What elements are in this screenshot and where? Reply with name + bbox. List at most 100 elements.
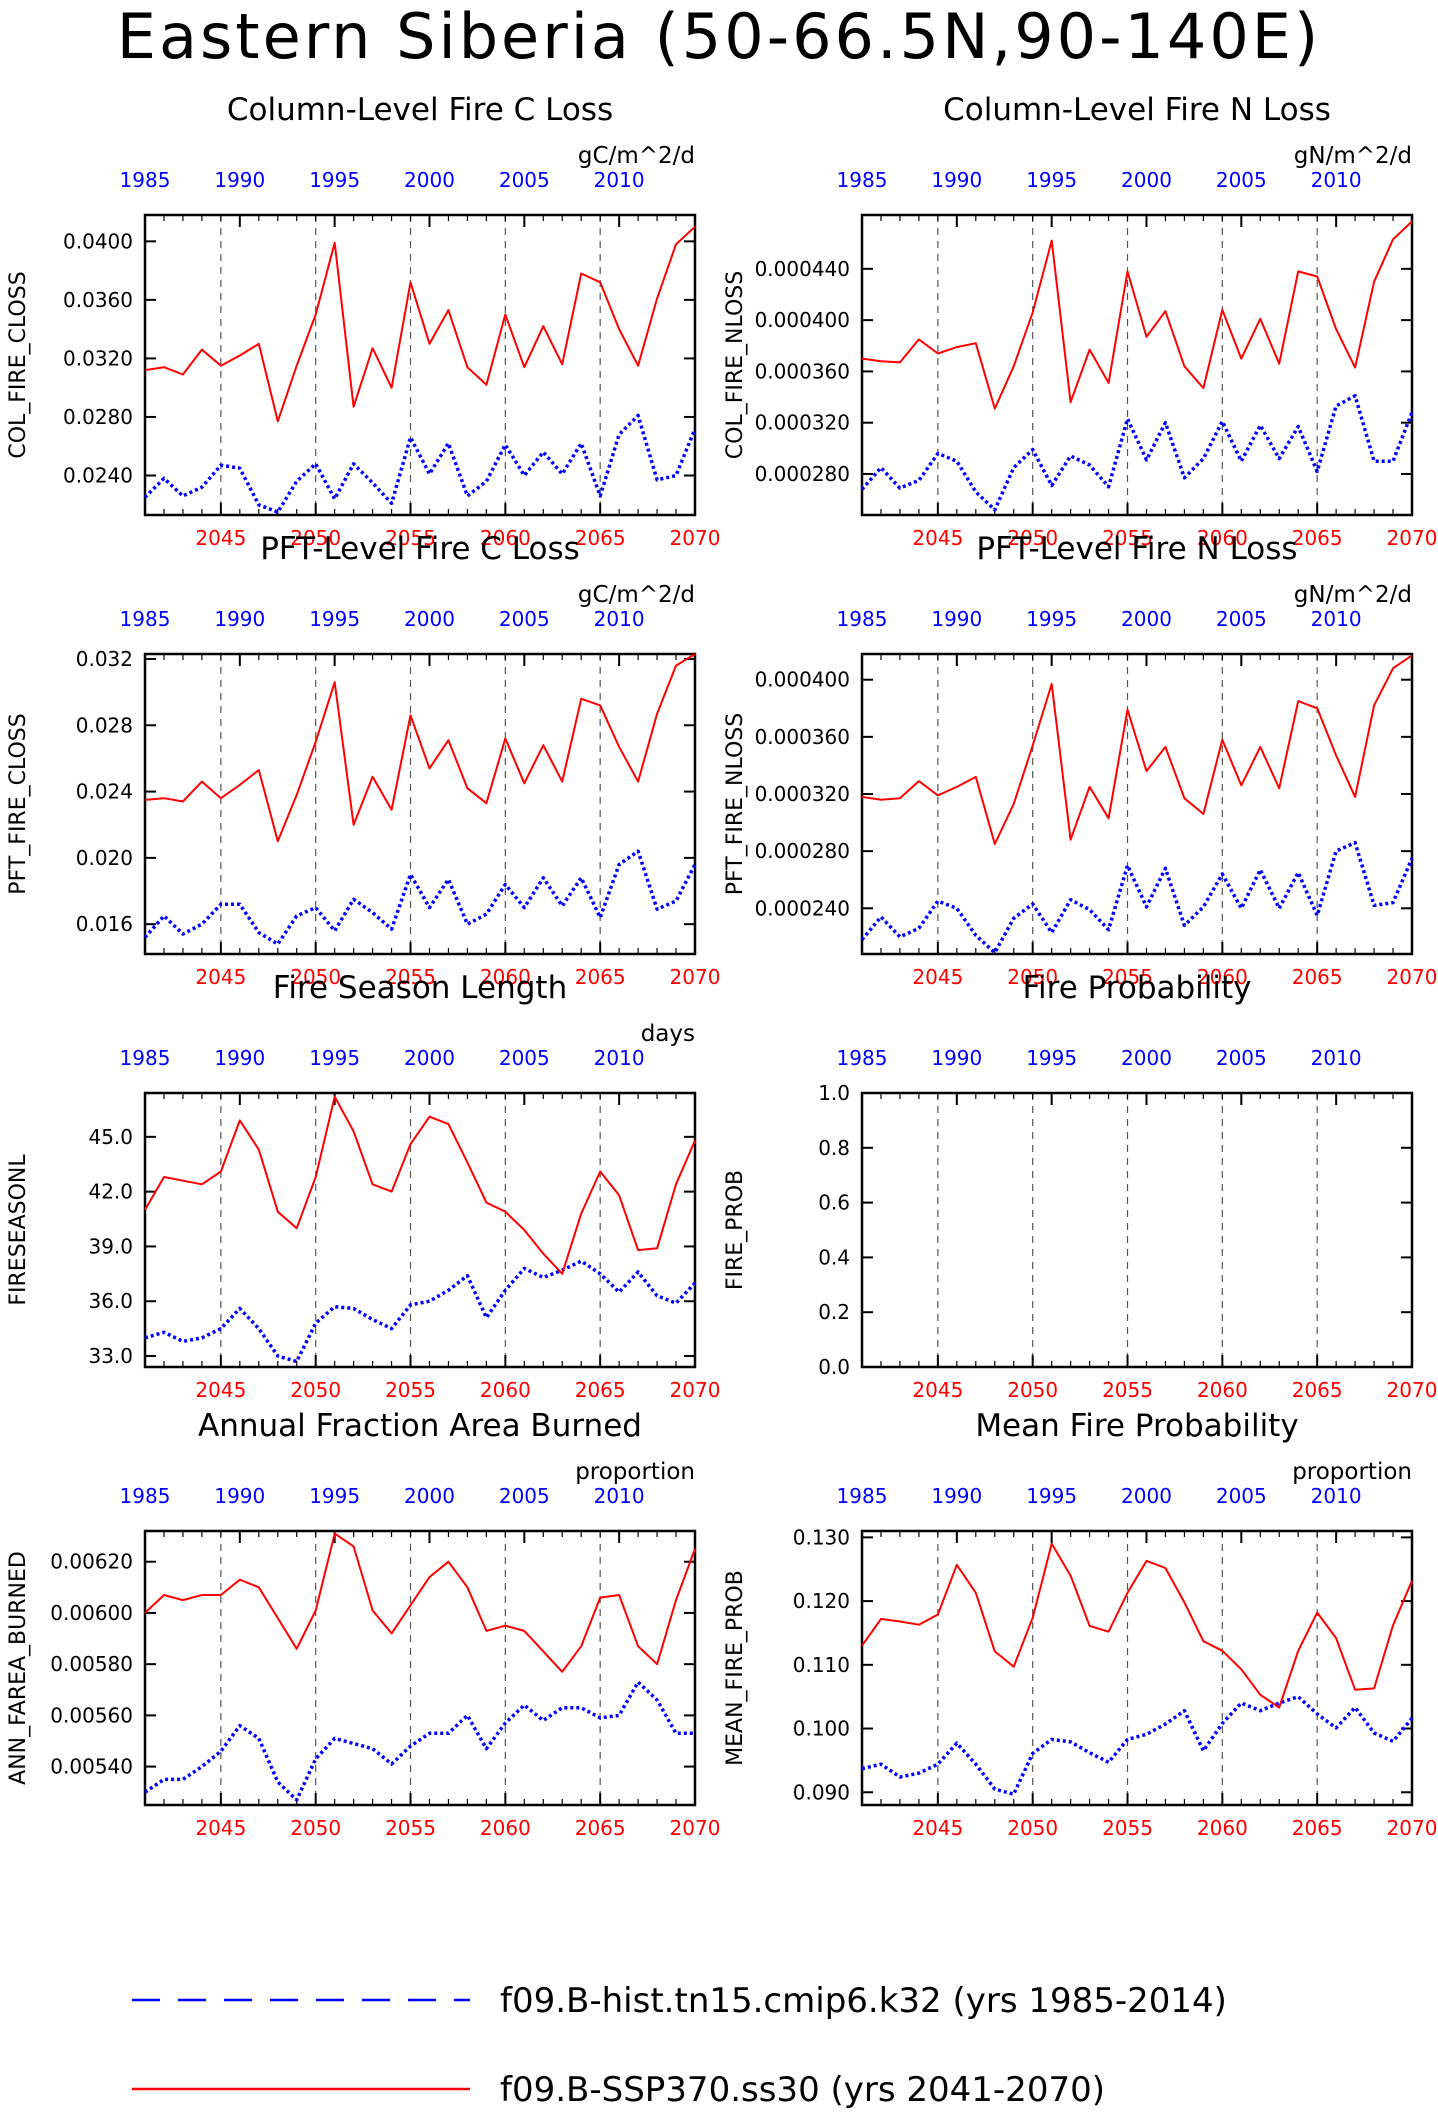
y-axis-label: FIRESEASONL — [6, 1154, 31, 1306]
plot-frame — [143, 1091, 697, 1369]
chart-units: proportion — [1292, 1459, 1412, 1485]
y-tick-label: 0.0360 — [63, 288, 133, 312]
x-bottom-tick-label: 2050 — [290, 965, 341, 989]
chart-units: gN/m^2/d — [1294, 143, 1412, 169]
y-axis-label: ANN_FAREA_BURNED — [6, 1551, 31, 1785]
chart-panel-5: Fire Season Length days 33.0 36.0 39.0 42.0 45… — [6, 970, 720, 1402]
series-line-ssp370 — [144, 653, 696, 843]
x-top-tick-label: 2000 — [1121, 1484, 1172, 1508]
y-tick-label: 0.000320 — [755, 782, 850, 806]
y-axis-label: PFT_FIRE_CLOSS — [6, 713, 31, 894]
x-top-tick-label: 1990 — [931, 1484, 982, 1508]
x-top-tick-label: 1995 — [1026, 607, 1077, 631]
x-bottom-tick-label: 2045 — [195, 1816, 246, 1840]
chart-units: gC/m^2/d — [578, 143, 695, 169]
x-top-tick-label: 2005 — [1216, 168, 1267, 192]
chart-panel-2: Column-Level Fire N Loss gN/m^2/d 0.000280… — [723, 92, 1437, 550]
x-bottom-tick-label: 2065 — [1292, 1816, 1343, 1840]
y-tick-label: 0.000400 — [755, 668, 850, 692]
plot-frame — [860, 652, 1414, 956]
x-top-tick-label: 1995 — [1026, 1046, 1077, 1070]
y-tick-label: 0.090 — [793, 1780, 850, 1804]
x-bottom-tick-label: 2050 — [1007, 965, 1058, 989]
chart-panel-6: Fire Probability 0.0 0.2 0.4 0.6 0.8 1.0 FIRE_P… — [723, 970, 1437, 1402]
x-bottom-tick-label: 2065 — [575, 526, 626, 550]
x-top-tick-label: 1990 — [214, 1046, 265, 1070]
x-top-tick-label: 2000 — [404, 168, 455, 192]
x-bottom-tick-label: 2065 — [575, 965, 626, 989]
x-top-tick-label: 2010 — [1311, 1046, 1362, 1070]
x-top-tick-label: 1985 — [120, 607, 171, 631]
x-top-tick-label: 1995 — [309, 1484, 360, 1508]
x-bottom-tick-label: 2070 — [670, 965, 721, 989]
y-tick-label: 0.000280 — [755, 839, 850, 863]
y-tick-label: 0.000240 — [755, 896, 850, 920]
series-line-hist — [143, 849, 697, 946]
chart-title: Fire Probability — [1022, 970, 1251, 1006]
chart-title: Column-Level Fire C Loss — [227, 92, 613, 128]
y-tick-label: 0.130 — [793, 1525, 850, 1549]
chart-panel-4: PFT-Level Fire N Loss gN/m^2/d 0.000240 0.0… — [723, 531, 1437, 989]
chart-panel-1: Column-Level Fire C Loss gC/m^2/d 0.0240 0.… — [6, 92, 720, 550]
x-top-tick-label: 1995 — [1026, 168, 1077, 192]
y-tick-label: 0.00540 — [50, 1755, 133, 1779]
x-bottom-tick-label: 2055 — [385, 526, 436, 550]
x-top-tick-label: 2005 — [1216, 1046, 1267, 1070]
x-top-tick-label: 2010 — [594, 168, 645, 192]
y-tick-label: 0.2 — [818, 1300, 850, 1324]
plot-frame — [143, 213, 697, 517]
x-bottom-tick-label: 2055 — [385, 965, 436, 989]
x-top-tick-label: 2010 — [594, 1484, 645, 1508]
chart-units: gN/m^2/d — [1294, 582, 1412, 608]
x-bottom-tick-label: 2055 — [1102, 526, 1153, 550]
x-top-tick-label: 2000 — [1121, 1046, 1172, 1070]
plot-frame — [143, 1529, 697, 1807]
x-top-tick-label: 1985 — [837, 168, 888, 192]
chart-title: PFT-Level Fire N Loss — [976, 531, 1297, 567]
x-bottom-tick-label: 2045 — [912, 1816, 963, 1840]
series-line-ssp370 — [861, 220, 1413, 410]
x-top-tick-label: 2000 — [404, 1046, 455, 1070]
x-top-tick-label: 2000 — [404, 607, 455, 631]
chart-units: proportion — [575, 1459, 695, 1485]
x-bottom-tick-label: 2055 — [1102, 1378, 1153, 1402]
x-bottom-tick-label: 2065 — [575, 1816, 626, 1840]
y-tick-label: 0.028 — [76, 713, 133, 737]
y-tick-label: 36.0 — [88, 1289, 133, 1313]
x-bottom-tick-label: 2070 — [670, 1378, 721, 1402]
series-line-hist — [861, 1694, 1414, 1796]
x-top-tick-label: 1985 — [120, 168, 171, 192]
x-bottom-tick-label: 2045 — [195, 1378, 246, 1402]
x-bottom-tick-label: 2060 — [480, 965, 531, 989]
y-tick-label: 0.0280 — [63, 405, 133, 429]
y-tick-label: 0.024 — [76, 780, 133, 804]
chart-title: Column-Level Fire N Loss — [943, 92, 1331, 128]
chart-title: Mean Fire Probability — [975, 1408, 1298, 1444]
x-bottom-tick-label: 2070 — [670, 526, 721, 550]
chart-title: PFT-Level Fire C Loss — [260, 531, 580, 567]
y-axis-label: MEAN_FIRE_PROB — [723, 1570, 748, 1766]
y-tick-label: 0.000400 — [755, 308, 850, 332]
x-bottom-tick-label: 2060 — [480, 1816, 531, 1840]
y-tick-label: 0.0 — [818, 1355, 850, 1379]
x-top-tick-label: 1995 — [309, 168, 360, 192]
y-tick-label: 0.00620 — [50, 1550, 133, 1574]
x-bottom-tick-label: 2070 — [1387, 965, 1438, 989]
x-top-tick-label: 2005 — [499, 1484, 550, 1508]
y-tick-label: 39.0 — [88, 1234, 133, 1258]
y-tick-label: 0.00560 — [50, 1703, 133, 1727]
x-bottom-tick-label: 2070 — [1387, 526, 1438, 550]
chart-title: Annual Fraction Area Burned — [198, 1408, 642, 1444]
x-bottom-tick-label: 2050 — [1007, 526, 1058, 550]
series-line-ssp370 — [144, 225, 696, 423]
series-line-hist — [860, 394, 1414, 512]
x-top-tick-label: 2005 — [1216, 1484, 1267, 1508]
y-tick-label: 0.120 — [793, 1589, 850, 1613]
x-bottom-tick-label: 2070 — [1387, 1816, 1438, 1840]
y-tick-label: 0.0240 — [63, 463, 133, 487]
y-tick-label: 0.8 — [818, 1136, 850, 1160]
x-bottom-tick-label: 2045 — [195, 965, 246, 989]
y-tick-label: 0.000360 — [755, 725, 850, 749]
x-top-tick-label: 1985 — [837, 1484, 888, 1508]
